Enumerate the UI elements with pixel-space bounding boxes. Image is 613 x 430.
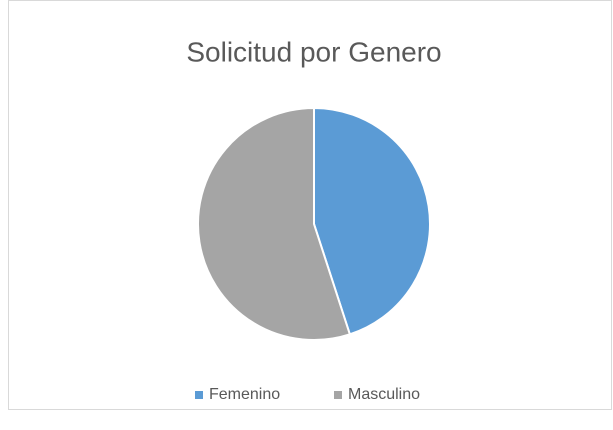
- pie-slice: [197, 106, 352, 341]
- legend-label: Masculino: [348, 386, 420, 403]
- pie-slice: [313, 106, 431, 336]
- legend-label: Femenino: [209, 386, 280, 403]
- legend-swatch: [334, 391, 342, 399]
- legend-swatch: [195, 391, 203, 399]
- chart-title: Solicitud por Genero: [186, 36, 441, 67]
